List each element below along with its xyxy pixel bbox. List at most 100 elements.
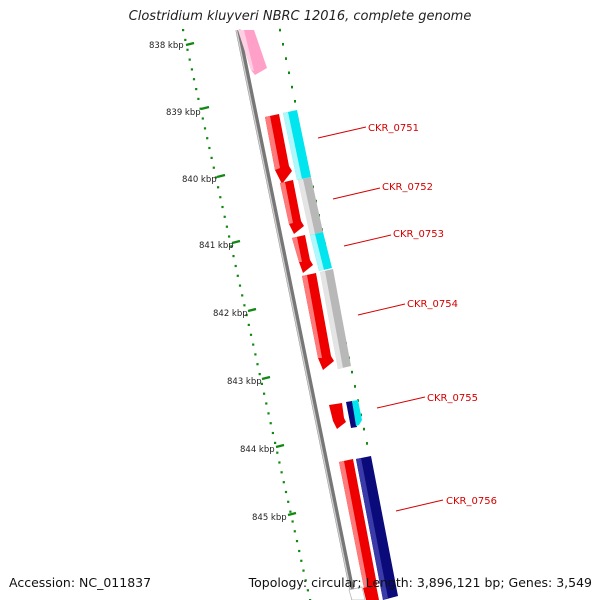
cds-white-bottom [348, 586, 366, 600]
ruler-dot [236, 274, 239, 277]
gene-labels: CKR_0751 CKR_0752 CKR_0753 CKR_0754 CKR_… [368, 123, 497, 507]
cds-red-0752-shade [280, 182, 293, 224]
cds-red-bottom[interactable] [363, 585, 379, 600]
cds-cyan-0755[interactable] [352, 400, 362, 426]
ruler-dot [304, 579, 307, 582]
kbp-label-838: 838 kbp [149, 41, 184, 51]
ruler-dot [223, 215, 226, 218]
gene-label-ckr-0754[interactable]: CKR_0754 [407, 299, 458, 310]
cds-cyan-0751-shade [283, 112, 302, 180]
ruler-dot [293, 530, 296, 533]
topology-text: Topology: circular; Length: 3,896,121 bp… [248, 575, 592, 590]
ruler-dot [278, 461, 281, 464]
ruler-dot [241, 294, 244, 297]
ruler-major-tick [261, 375, 271, 381]
connector-0751 [317, 126, 367, 139]
cds-red-0754-shade [302, 275, 322, 358]
cds-cyan-0753-shade [310, 234, 324, 271]
ruler-dot [306, 589, 309, 592]
ruler-dot [182, 29, 185, 32]
cds-pink-top-shade [238, 30, 254, 71]
kbp-label-839: 839 kbp [166, 108, 201, 118]
kbp-labels: 838 kbp 839 kbp 840 kbp 841 kbp 842 kbp … [149, 41, 287, 523]
ruler-dot [232, 255, 235, 258]
ruler-dot [302, 569, 305, 572]
ruler-dot [234, 264, 237, 268]
gene-label-ckr-0751[interactable]: CKR_0751 [368, 123, 419, 134]
gene-label-ckr-0755[interactable]: CKR_0755 [427, 393, 478, 404]
ruler-dot [280, 471, 283, 474]
outer-track-dot [288, 71, 290, 75]
ruler-dot [300, 559, 303, 562]
cds-navy-0755[interactable] [346, 401, 357, 428]
ruler-dot [199, 107, 202, 110]
ruler-dot [276, 451, 279, 454]
ruler-dot [203, 127, 207, 130]
cds-red-0753-shade [292, 237, 302, 262]
ruler-dot [186, 48, 189, 51]
accession-text: Accession: NC_011837 [9, 575, 152, 590]
connector-0752 [332, 187, 381, 200]
ruler-dot [217, 186, 220, 189]
kbp-label-844: 844 kbp [240, 445, 275, 455]
ruler-dot [291, 520, 294, 523]
ruler-dot [269, 422, 272, 425]
outer-track-dot [285, 57, 287, 60]
cds-grey-0752-shade [298, 179, 315, 235]
ruler-major-tick [247, 307, 257, 313]
connector-0754 [357, 303, 406, 316]
cds-grey-0754-shade [320, 271, 343, 369]
ruler-dot [225, 225, 228, 228]
ruler-dot [249, 333, 253, 336]
ruler-dot [263, 392, 266, 395]
ruler-major-tick [200, 105, 210, 111]
ruler-dot [190, 68, 193, 71]
cds-red-0751-shade [265, 116, 280, 170]
cds-red-0755[interactable] [329, 403, 346, 429]
ruler-dot [284, 490, 288, 494]
ruler-dot [221, 205, 224, 209]
gene-label-ckr-0756[interactable]: CKR_0756 [446, 496, 497, 507]
ruler-dot [201, 117, 204, 120]
ruler-dot [214, 176, 217, 179]
ruler-dot [265, 402, 268, 405]
kbp-ruler [182, 29, 312, 600]
gene-label-ckr-0753[interactable]: CKR_0753 [393, 229, 444, 240]
kbp-label-842: 842 kbp [213, 309, 248, 319]
ruler-dot [295, 540, 299, 543]
ruler-dot [208, 146, 211, 150]
ruler-dot [267, 412, 270, 415]
outer-track-dot [279, 28, 281, 32]
gene-label-ckr-0752[interactable]: CKR_0752 [382, 182, 433, 193]
outer-track-dot [366, 442, 368, 445]
outer-track-dot [294, 100, 296, 103]
ruler-dot [271, 431, 274, 435]
ruler-dot [243, 304, 246, 307]
ruler-dot [197, 97, 200, 100]
gene-label-connectors [317, 126, 444, 512]
ruler-major-tick [287, 511, 297, 517]
outer-track-dot [363, 427, 365, 431]
ruler-dot [230, 245, 233, 248]
outer-track-dot [354, 385, 356, 388]
ruler-dot [289, 510, 292, 513]
ruler-dot [228, 235, 231, 238]
ruler-dot [282, 481, 285, 484]
ruler-dot [212, 166, 215, 169]
ruler-dot [188, 58, 191, 61]
genome-backbone-highlight [235, 29, 354, 600]
ruler-dot [210, 156, 213, 159]
connector-0755 [376, 396, 426, 409]
outer-track-dot [351, 370, 353, 374]
ruler-dot [260, 382, 263, 385]
ruler-dot [254, 353, 257, 356]
kbp-label-843: 843 kbp [227, 377, 262, 387]
connector-0753 [343, 234, 392, 247]
gene-features [238, 30, 398, 600]
ruler-major-tick [185, 41, 195, 47]
kbp-label-845: 845 kbp [252, 513, 287, 523]
connector-0756 [395, 499, 444, 512]
genome-backbone [235, 29, 357, 600]
